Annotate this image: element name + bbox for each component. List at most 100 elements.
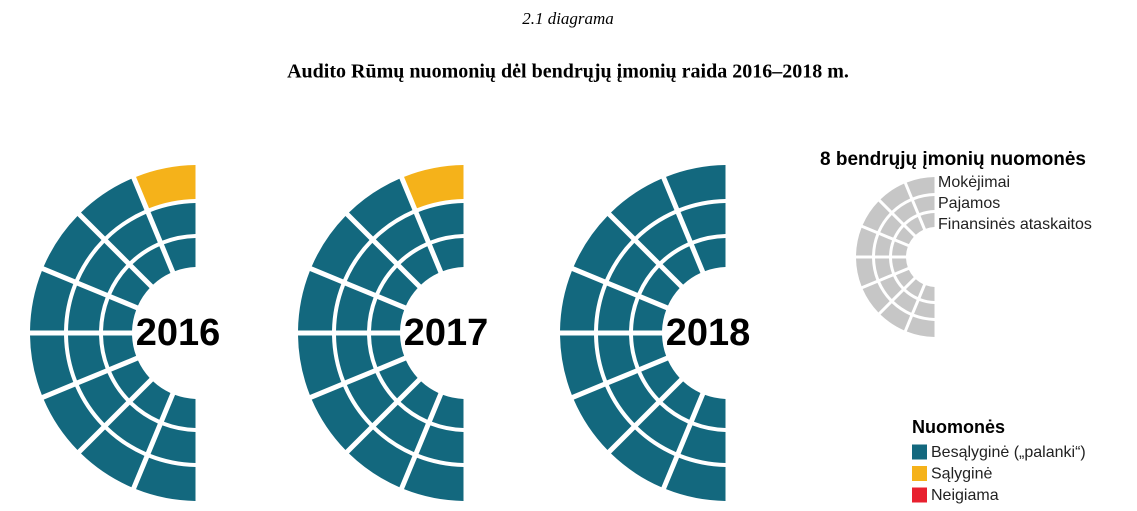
segment [336, 285, 374, 331]
key-segment [920, 213, 935, 229]
segment [80, 429, 145, 488]
key-segment [906, 177, 935, 198]
year-label: 2017 [404, 312, 489, 354]
segment [610, 429, 675, 488]
segment [560, 271, 604, 331]
key-segment [914, 300, 935, 318]
segment [598, 335, 636, 381]
segment [68, 335, 106, 381]
segment [633, 298, 667, 331]
segment [103, 298, 137, 331]
segment [132, 381, 171, 420]
segment [43, 215, 102, 280]
key-segment [895, 226, 914, 245]
segment [418, 425, 464, 463]
segment [598, 285, 636, 331]
key-segment [856, 258, 877, 287]
segment [680, 425, 726, 463]
segment [431, 238, 464, 272]
segment [371, 335, 405, 368]
title: Audito Rūmų nuomonių dėl bendrųjų įmonių… [287, 61, 849, 83]
segment [107, 404, 158, 453]
key-ring-label: Pajamos [938, 195, 1000, 212]
key-ring-label: Mokėjimai [938, 174, 1010, 191]
caption: 2.1 diagrama [522, 9, 614, 28]
segment [608, 242, 657, 293]
segment [610, 178, 675, 237]
segment [693, 394, 726, 428]
segment [637, 404, 688, 453]
segment [311, 215, 370, 280]
segment [348, 429, 413, 488]
key-segment [862, 282, 890, 313]
segment [693, 238, 726, 272]
key-ring-label: Finansinės ataskaitos [938, 216, 1092, 233]
legend-swatch [912, 466, 927, 481]
segment [298, 271, 342, 331]
key-segment [893, 291, 917, 313]
segment [573, 215, 632, 280]
key-segment [856, 227, 877, 256]
segment [641, 267, 680, 306]
segment [666, 165, 726, 209]
key-segment [905, 216, 924, 235]
key-segment [880, 183, 911, 211]
segment [132, 246, 171, 285]
segment [163, 238, 196, 272]
segment [150, 203, 196, 241]
legend-swatch [912, 487, 927, 503]
segment [163, 394, 196, 428]
segment [103, 335, 137, 368]
segment [80, 178, 145, 237]
legend-label: Sąlyginė [931, 466, 992, 483]
segment [560, 335, 604, 395]
segment [336, 335, 374, 381]
segment [107, 213, 158, 262]
key-title: 8 bendrųjų įmonių nuomonės [820, 149, 1086, 170]
segment [43, 386, 102, 451]
segment [431, 394, 464, 428]
segment [371, 298, 405, 331]
key-segment [875, 235, 893, 256]
segment [404, 457, 464, 501]
segment [680, 203, 726, 241]
key-segment [895, 269, 914, 288]
key-segment [880, 214, 902, 238]
segment [311, 386, 370, 451]
segment [662, 381, 701, 420]
segment [346, 373, 395, 424]
segment [30, 271, 74, 331]
segment [418, 203, 464, 241]
segment [111, 360, 150, 399]
segment [30, 335, 74, 395]
segment [573, 386, 632, 451]
segment [633, 335, 667, 368]
segment [136, 165, 196, 209]
segment [637, 213, 688, 262]
segment [608, 373, 657, 424]
key-segment [875, 258, 893, 279]
segment [379, 360, 418, 399]
segment [400, 246, 439, 285]
legend-label: Besąlyginė („palanki“) [931, 444, 1086, 461]
legend-swatch [912, 444, 927, 460]
segment [298, 335, 342, 395]
key-segment [920, 285, 935, 301]
segment [68, 285, 106, 331]
key-segment [892, 241, 908, 256]
legend-title: Nuomonės [912, 417, 1005, 437]
key-segment [893, 201, 917, 223]
key-segment [905, 279, 924, 298]
segment [404, 165, 464, 209]
year-label: 2016 [136, 312, 221, 354]
key-segment [880, 276, 902, 300]
segment [400, 381, 439, 420]
segment [379, 267, 418, 306]
segment [150, 425, 196, 463]
segment [666, 457, 726, 501]
segment [375, 404, 426, 453]
segment [662, 246, 701, 285]
segment [78, 242, 127, 293]
legend-label: Neigiama [931, 487, 999, 504]
